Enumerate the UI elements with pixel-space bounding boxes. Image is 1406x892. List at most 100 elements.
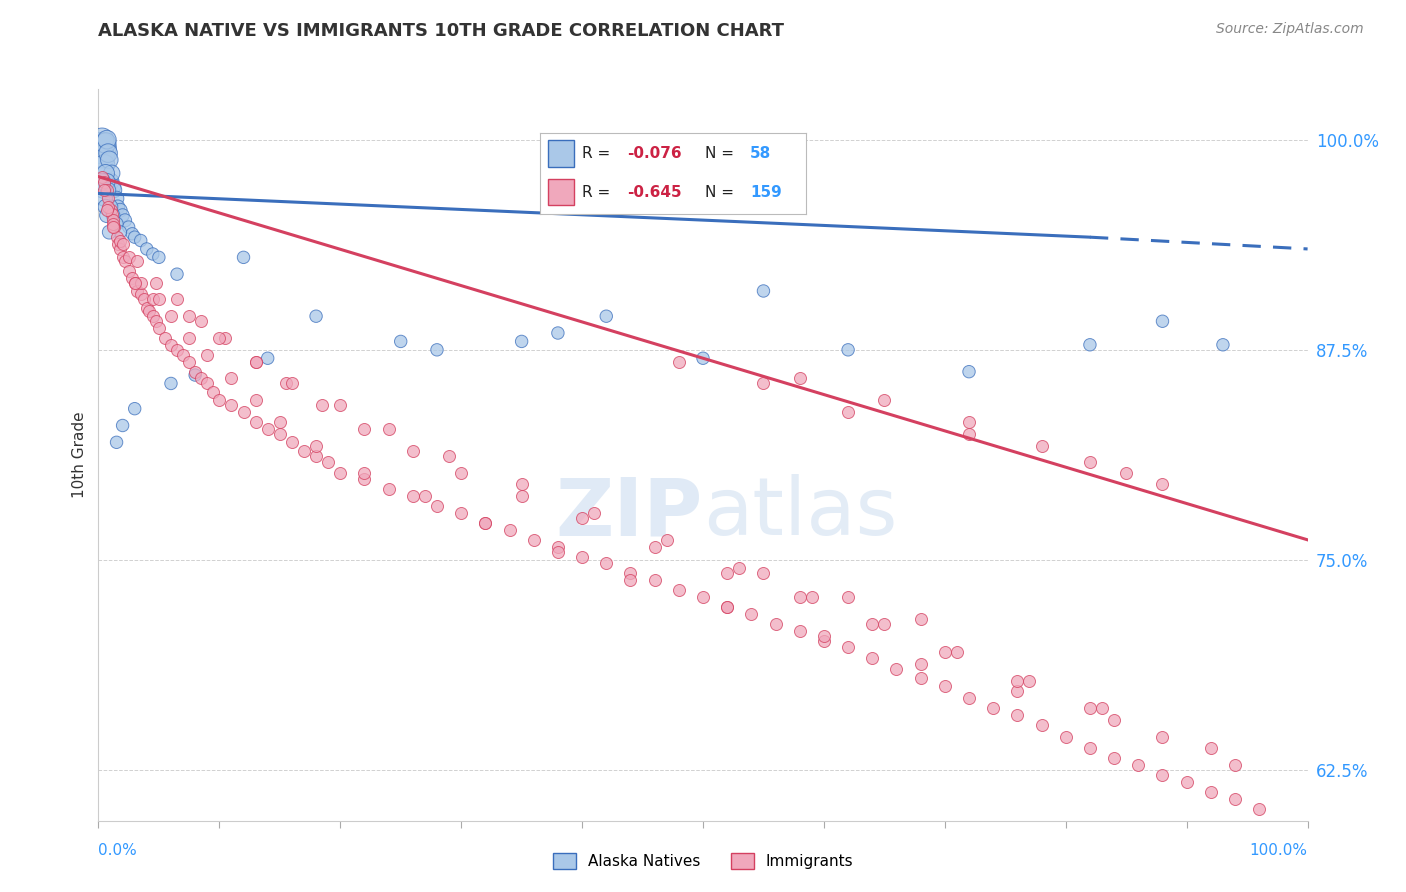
Point	[1007, 684, 1029, 698]
Point	[97, 200, 120, 214]
Point	[1078, 701, 1101, 715]
Point	[91, 149, 114, 163]
Point	[789, 624, 811, 638]
Point	[111, 236, 134, 251]
Point	[127, 253, 149, 268]
Point	[111, 251, 134, 265]
Point	[910, 612, 932, 626]
Point	[426, 343, 449, 357]
Text: N =: N =	[704, 185, 738, 200]
Point	[1152, 314, 1174, 328]
Point	[957, 365, 980, 379]
Point	[426, 499, 449, 513]
Point	[96, 208, 118, 222]
Text: -0.645: -0.645	[627, 185, 682, 200]
Point	[90, 141, 112, 155]
Point	[789, 590, 811, 604]
Point	[1031, 439, 1053, 453]
Point	[644, 540, 666, 554]
Point	[1152, 477, 1174, 491]
Point	[571, 549, 593, 564]
Point	[142, 247, 165, 261]
Point	[619, 573, 641, 587]
Point	[716, 566, 738, 581]
Point	[160, 376, 183, 391]
Point	[510, 334, 533, 349]
Point	[134, 293, 156, 307]
Point	[94, 136, 117, 150]
Point	[789, 371, 811, 385]
Point	[1091, 701, 1114, 715]
Point	[160, 309, 183, 323]
Point	[97, 192, 120, 206]
Point	[1128, 758, 1150, 772]
Point	[221, 371, 243, 385]
Point	[377, 422, 399, 436]
Point	[96, 203, 118, 218]
Point	[124, 230, 146, 244]
Point	[510, 489, 533, 503]
Point	[547, 540, 569, 554]
Point	[1212, 338, 1234, 352]
Point	[93, 175, 115, 189]
Point	[934, 679, 956, 693]
Point	[135, 242, 157, 256]
Point	[91, 133, 114, 147]
Point	[245, 354, 267, 368]
Point	[160, 338, 183, 352]
Point	[129, 234, 152, 248]
Point	[91, 175, 114, 189]
Point	[145, 276, 167, 290]
Point	[245, 415, 267, 429]
Point	[97, 146, 120, 161]
Point	[728, 561, 751, 575]
Point	[114, 253, 136, 268]
Point	[184, 368, 207, 382]
Point	[752, 566, 775, 581]
Point	[402, 443, 425, 458]
Point	[800, 590, 823, 604]
Point	[474, 516, 496, 530]
Point	[232, 251, 254, 265]
Bar	[548, 179, 574, 205]
Point	[329, 398, 352, 412]
Point	[1007, 707, 1029, 722]
Point	[245, 354, 267, 368]
Point	[305, 309, 328, 323]
Point	[256, 422, 278, 436]
Point	[221, 398, 243, 412]
Point	[105, 217, 128, 231]
Text: R =: R =	[582, 185, 616, 200]
Point	[124, 401, 146, 416]
Point	[93, 158, 115, 172]
Point	[316, 455, 339, 469]
Point	[177, 354, 201, 368]
Text: -0.076: -0.076	[627, 146, 682, 161]
Point	[1249, 802, 1271, 816]
Point	[353, 472, 375, 486]
Point	[1199, 785, 1222, 799]
Point	[910, 671, 932, 685]
Point	[860, 650, 883, 665]
Point	[93, 183, 115, 197]
Point	[148, 293, 170, 307]
Point	[96, 175, 118, 189]
Point	[402, 489, 425, 503]
Text: ALASKA NATIVE VS IMMIGRANTS 10TH GRADE CORRELATION CHART: ALASKA NATIVE VS IMMIGRANTS 10TH GRADE C…	[98, 22, 785, 40]
Point	[595, 309, 617, 323]
Point	[595, 557, 617, 571]
Point	[957, 415, 980, 429]
Point	[305, 449, 328, 463]
Text: atlas: atlas	[703, 475, 897, 552]
Point	[101, 213, 124, 227]
Point	[107, 200, 129, 214]
Text: 159: 159	[749, 185, 782, 200]
Point	[111, 418, 134, 433]
Point	[166, 343, 188, 357]
Point	[281, 435, 304, 450]
Point	[1054, 730, 1077, 744]
Point	[837, 343, 859, 357]
Point	[329, 466, 352, 480]
Point	[1031, 718, 1053, 732]
Point	[94, 166, 117, 180]
